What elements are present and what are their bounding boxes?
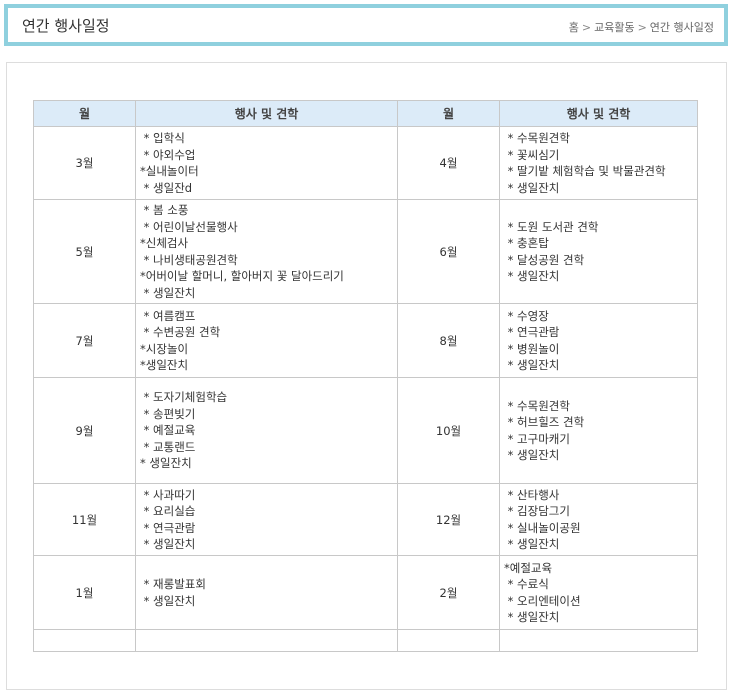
event-item: * 생일잔치 [504, 448, 560, 462]
column-header-month: 월 [397, 100, 500, 127]
event-item: *실내놀이터 [140, 164, 199, 178]
schedule-table: 월 행사 및 견학 월 행사 및 견학 3월 * 입학식 * 야외수업 *실내놀이… [33, 100, 698, 652]
event-item: * 생일잔치 [140, 285, 196, 300]
event-item: * 연극관람 [140, 520, 196, 535]
month-cell [33, 629, 136, 652]
column-header-events: 행사 및 견학 [135, 100, 398, 127]
table-row: 11월 * 사과따기 * 요리실습 * 연극관람 * 생일잔치 12월 * 산타행… [33, 483, 698, 556]
event-item: * 충혼탑 [504, 236, 549, 250]
events-cell: * 수목원견학 * 허브힐즈 견학 * 고구마캐기 * 생일잔치 [499, 377, 698, 484]
event-item: * 입학식 [140, 131, 185, 145]
event-item: * 오리엔테이션 [504, 593, 581, 608]
month-cell [397, 629, 500, 652]
month-cell: 9월 [33, 377, 136, 484]
month-cell: 7월 [33, 303, 136, 378]
table-row: 1월 * 재롱발표회 * 생일잔치 2월 *예절교육 * 수료식 * 오리엔테이션 … [33, 555, 698, 630]
events-cell [499, 629, 698, 652]
table-row: 3월 * 입학식 * 야외수업 *실내놀이터 * 생일잔d 4월 * 수목원견학 *… [33, 126, 698, 200]
event-item: * 나비생태공원견학 [140, 252, 238, 267]
month-cell: 10월 [397, 377, 500, 484]
event-item: * 여름캠프 [140, 308, 196, 323]
event-item: *어버이날 할머니, 할아버지 꽃 달아드리기 [140, 269, 344, 283]
event-item: * 예절교육 [140, 423, 196, 438]
events-cell: * 도원 도서관 견학 * 충혼탑 * 달성공원 견학 * 생일잔치 [499, 199, 698, 304]
events-cell: * 도자기체험학습 * 송편빚기 * 예절교육 * 교통랜드 * 생일잔치 [135, 377, 398, 484]
event-item: * 생일잔치 [140, 593, 196, 608]
event-item: * 생일잔치 [140, 537, 196, 551]
event-item: * 재롱발표회 [140, 577, 206, 591]
page-title: 연간 행사일정 [22, 17, 110, 35]
event-item: *예절교육 [504, 560, 553, 575]
events-cell: * 사과따기 * 요리실습 * 연극관람 * 생일잔치 [135, 483, 398, 556]
breadcrumb-education[interactable]: 교육활동 [594, 21, 635, 34]
column-header-events: 행사 및 견학 [499, 100, 698, 127]
event-item: * 야외수업 [140, 147, 196, 162]
month-cell: 4월 [397, 126, 500, 200]
event-item: * 딸기밭 체험학습 및 박물관견학 [504, 164, 666, 178]
events-cell: * 입학식 * 야외수업 *실내놀이터 * 생일잔d [135, 126, 398, 200]
breadcrumb-home[interactable]: 홈 [568, 21, 579, 34]
event-item: * 생일잔치 [504, 180, 560, 195]
event-item: * 연극관람 [504, 325, 560, 339]
event-item: * 수변공원 견학 [140, 325, 221, 339]
event-item: *신체검사 [140, 236, 189, 250]
breadcrumb-separator: > [581, 21, 592, 34]
month-cell: 1월 [33, 555, 136, 630]
event-item: * 교통랜드 [140, 439, 196, 454]
month-cell: 2월 [397, 555, 500, 630]
table-row [33, 629, 698, 652]
event-item: * 생일잔치 [504, 358, 560, 372]
event-item: * 도원 도서관 견학 [504, 219, 599, 234]
event-item: * 수영장 [504, 308, 549, 323]
events-cell [135, 629, 398, 652]
breadcrumb-current: 연간 행사일정 [649, 21, 714, 34]
month-cell: 5월 [33, 199, 136, 304]
event-item: * 요리실습 [140, 504, 196, 518]
event-item: * 허브힐즈 견학 [504, 415, 585, 429]
breadcrumb: 홈 > 교육활동 > 연간 행사일정 [569, 19, 714, 35]
event-item: *시장놀이 [140, 341, 189, 356]
month-cell: 8월 [397, 303, 500, 378]
events-cell: * 수영장 * 연극관람 * 병원놀이 * 생일잔치 [499, 303, 698, 378]
events-cell: *예절교육 * 수료식 * 오리엔테이션 * 생일잔치 [499, 555, 698, 630]
events-cell: * 봄 소풍 * 어린이날선물행사 *신체검사 * 나비생태공원견학 *어버이날 할… [135, 199, 398, 304]
breadcrumb-separator: > [637, 21, 647, 34]
event-item: * 생일잔d [140, 180, 193, 195]
event-item: * 병원놀이 [504, 341, 560, 356]
event-item: * 수목원견학 [504, 398, 570, 413]
event-item: * 수목원견학 [504, 131, 570, 145]
table-header-row: 월 행사 및 견학 월 행사 및 견학 [33, 100, 698, 127]
event-item: *생일잔치 [140, 358, 189, 372]
event-item: * 사과따기 [140, 487, 196, 502]
table-row: 5월 * 봄 소풍 * 어린이날선물행사 *신체검사 * 나비생태공원견학 *어버이… [33, 199, 698, 304]
month-cell: 12월 [397, 483, 500, 556]
event-item: * 생일잔치 [504, 269, 560, 283]
event-item: * 산타행사 [504, 487, 560, 502]
event-item: * 생일잔치 [504, 610, 560, 624]
page-header: 연간 행사일정 홈 > 교육활동 > 연간 행사일정 [4, 4, 728, 46]
events-cell: * 산타행사 * 김장담그기 * 실내놀이공원 * 생일잔치 [499, 483, 698, 556]
event-item: * 수료식 [504, 577, 549, 591]
events-cell: * 여름캠프 * 수변공원 견학 *시장놀이 *생일잔치 [135, 303, 398, 378]
table-row: 9월 * 도자기체험학습 * 송편빚기 * 예절교육 * 교통랜드 * 생일잔치 1… [33, 377, 698, 484]
event-item: * 어린이날선물행사 [140, 219, 238, 234]
events-cell: * 수목원견학 * 꽃씨심기 * 딸기밭 체험학습 및 박물관견학 * 생일잔치 [499, 126, 698, 200]
content-box: 월 행사 및 견학 월 행사 및 견학 3월 * 입학식 * 야외수업 *실내놀이… [6, 62, 727, 690]
event-item: * 봄 소풍 [140, 203, 189, 217]
event-item: * 달성공원 견학 [504, 252, 585, 267]
event-item: * 김장담그기 [504, 504, 570, 518]
month-cell: 11월 [33, 483, 136, 556]
month-cell: 6월 [397, 199, 500, 304]
event-item: * 송편빚기 [140, 406, 196, 421]
column-header-month: 월 [33, 100, 136, 127]
event-item: * 생일잔치 [140, 456, 192, 471]
events-cell: * 재롱발표회 * 생일잔치 [135, 555, 398, 630]
event-item: * 생일잔치 [504, 537, 560, 551]
month-cell: 3월 [33, 126, 136, 200]
event-item: * 실내놀이공원 [504, 520, 581, 535]
event-item: * 고구마캐기 [504, 431, 570, 446]
table-row: 7월 * 여름캠프 * 수변공원 견학 *시장놀이 *생일잔치 8월 * 수영장 * … [33, 303, 698, 378]
event-item: * 도자기체험학습 [140, 390, 228, 405]
event-item: * 꽃씨심기 [504, 147, 560, 162]
